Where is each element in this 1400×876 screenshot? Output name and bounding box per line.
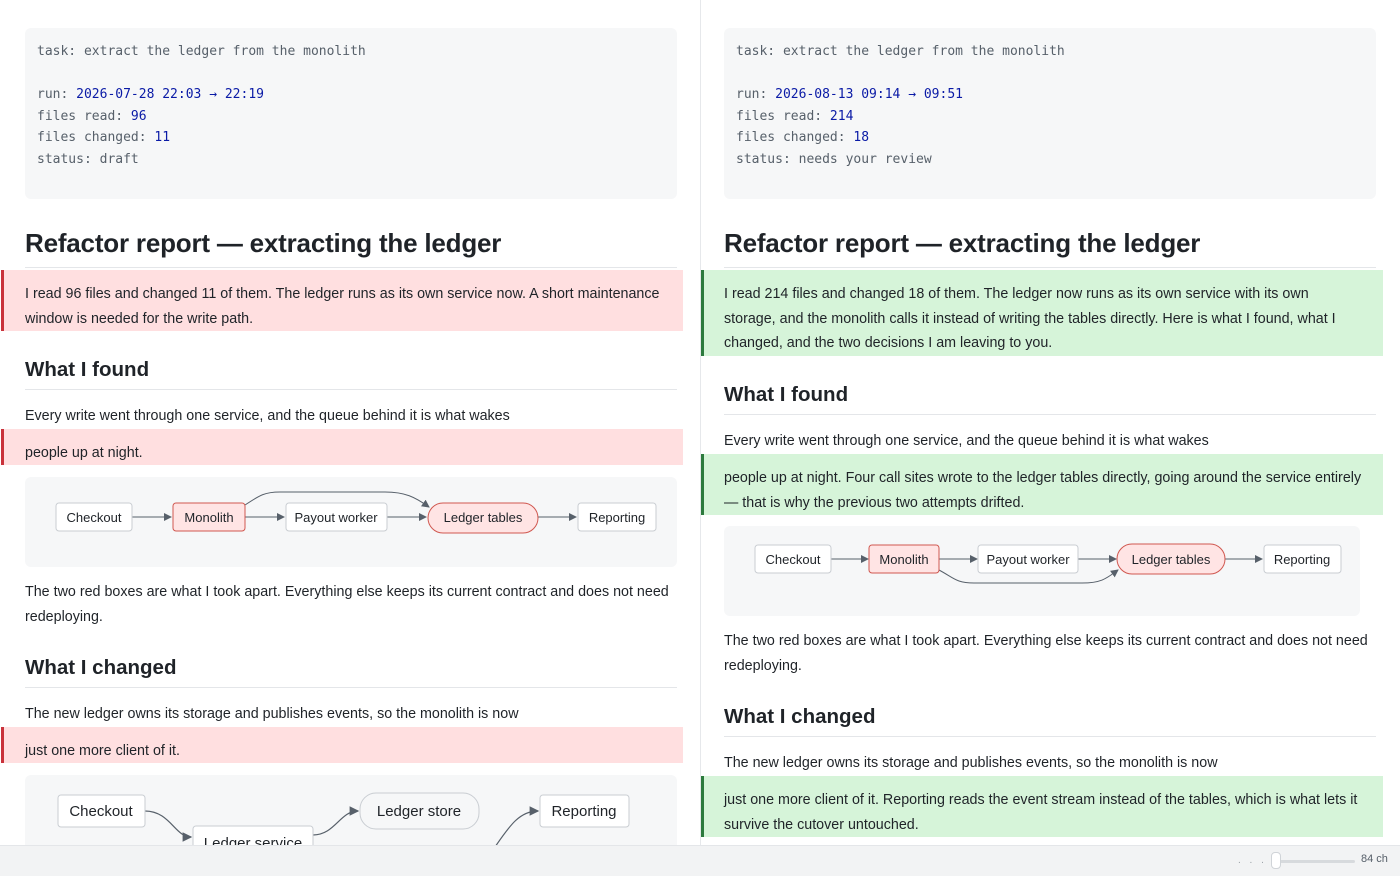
node-monolith: Monolith [868,544,940,574]
task-value: extract the ledger from the monolith [782,44,1065,59]
node-reporting: Reporting [1263,544,1342,574]
status-bar [0,845,1400,876]
node-payout-worker: Payout worker [977,544,1079,574]
run-value: 2026-07-28 22:03 → 22:19 [76,87,264,102]
node-ledger-service: Ledger service [192,825,314,845]
status-value: needs your review [798,151,932,167]
svg-text:Ledger tables: Ledger tables [444,510,523,525]
summary-added-block: I read 214 files and changed 18 of them.… [701,270,1383,356]
run-value: 2026-08-13 09:14 → 09:51 [775,87,963,102]
node-reporting-2: Reporting [539,794,630,828]
node-payout-worker: Payout worker [285,502,388,532]
report-title: Refactor report — extracting the ledger [724,228,1376,268]
files-read-value: 96 [130,108,147,124]
run-metadata-block: task: extract the ledger from the monoli… [25,28,677,199]
svg-text:Monolith: Monolith [184,510,233,525]
section-heading-changed: What I changed [724,705,1376,737]
section-heading-found: What I found [724,383,1376,415]
node-checkout-2: Checkout [57,794,146,828]
svg-text:Checkout: Checkout [69,803,133,820]
node-ledger-store: Ledger store [359,792,480,830]
flow-diagram-after: Checkout Ledger store Reporting Ledger s… [25,775,677,845]
flow-diagram-before: Checkout Monolith Payout worker Ledger t… [25,477,677,567]
node-checkout: Checkout [754,544,832,574]
found-removed-block: people up at night. [1,429,683,465]
section-heading-changed: What I changed [25,656,677,688]
files-changed-value: 11 [154,130,171,145]
svg-text:Checkout: Checkout [67,510,122,525]
status-value: draft [99,151,139,167]
changed-removed-block: just one more client of it. [1,727,683,763]
node-reporting: Reporting [577,502,657,532]
found-paragraph: Every write went through one service, an… [25,408,510,424]
svg-text:Checkout: Checkout [766,552,821,567]
section-heading-found: What I found [25,358,677,390]
report-pane-left: task: extract the ledger from the monoli… [0,0,700,845]
files-changed-value: 18 [853,130,870,145]
svg-text:Reporting: Reporting [1274,552,1330,567]
diagram-caption: The two red boxes are what I took apart.… [724,633,1368,674]
flow-diagram: Checkout Monolith Payout worker Ledger t… [724,526,1360,616]
changed-paragraph: The new ledger owns its storage and publ… [25,706,519,722]
node-ledger-tables: Ledger tables [1116,543,1226,575]
svg-text:Reporting: Reporting [589,510,645,525]
svg-text:Ledger service: Ledger service [204,835,302,845]
files-read-value: 214 [829,108,854,124]
svg-text:Payout worker: Payout worker [294,510,378,525]
found-added-block: people up at night. Four call sites wrot… [701,454,1383,515]
found-paragraph: Every write went through one service, an… [724,433,1209,449]
report-title: Refactor report — extracting the ledger [25,228,677,268]
task-value: extract the ledger from the monolith [83,44,366,59]
run-metadata-block: task: extract the ledger from the monoli… [724,28,1376,199]
svg-text:Ledger tables: Ledger tables [1132,552,1211,567]
width-readout: 84 ch [1361,853,1388,865]
diagram-caption: The two red boxes are what I took apart.… [25,584,669,625]
changed-paragraph: The new ledger owns its storage and publ… [724,755,1218,771]
width-slider-track[interactable] [1275,860,1355,863]
node-checkout: Checkout [55,502,133,532]
node-monolith: Monolith [172,502,246,532]
svg-text:Reporting: Reporting [551,803,616,820]
changed-added-block: just one more client of it. Reporting re… [701,776,1383,837]
svg-text:Ledger store: Ledger store [377,803,461,820]
pane-divider[interactable] [700,0,701,845]
svg-text:Payout worker: Payout worker [986,552,1070,567]
width-slider-thumb[interactable] [1271,852,1281,869]
summary-removed-block: I read 96 files and changed 11 of them. … [1,270,683,331]
report-pane-right: task: extract the ledger from the monoli… [701,0,1400,845]
svg-text:Monolith: Monolith [879,552,928,567]
node-ledger-tables: Ledger tables [427,502,539,534]
